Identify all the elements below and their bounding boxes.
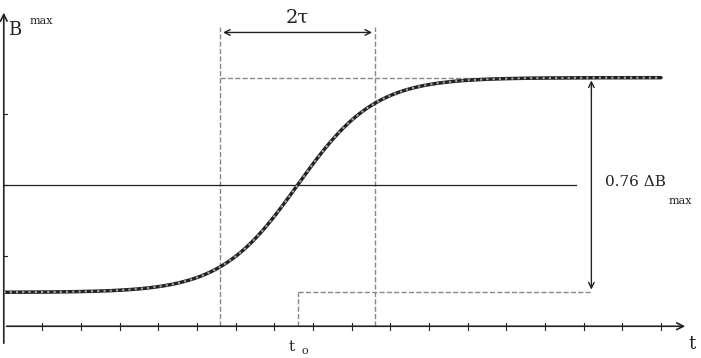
Text: 0.76 ΔB: 0.76 ΔB bbox=[605, 175, 666, 189]
Text: max: max bbox=[29, 15, 53, 25]
Text: B: B bbox=[8, 21, 21, 39]
Text: max: max bbox=[669, 195, 692, 205]
Text: t: t bbox=[688, 335, 695, 353]
Text: 2τ: 2τ bbox=[286, 9, 309, 27]
Text: t: t bbox=[288, 340, 294, 354]
Text: o: o bbox=[302, 346, 308, 356]
